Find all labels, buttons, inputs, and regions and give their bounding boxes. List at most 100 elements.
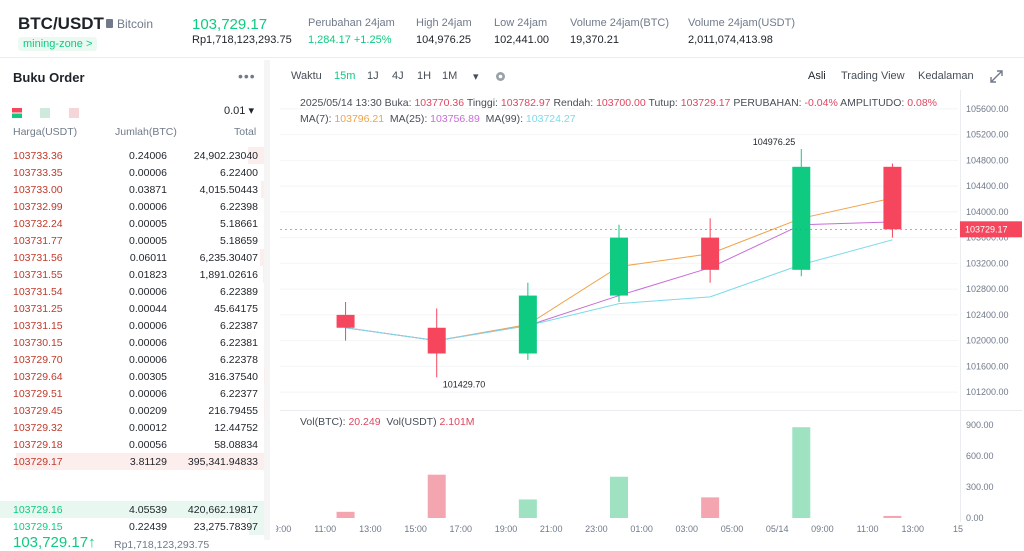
stat-value: 104,976.25: [416, 34, 472, 46]
time-tick-label: 09:00: [811, 524, 834, 534]
ma25-line: [346, 222, 893, 341]
volume-bar: [792, 427, 810, 518]
row-total: 395,341.94833: [188, 456, 258, 468]
row-qty: 0.01823: [129, 269, 167, 281]
gear-icon[interactable]: [494, 70, 507, 86]
stat-label: High 24jam: [416, 17, 472, 29]
candle-body: [701, 238, 719, 270]
pair-title[interactable]: BTC/USDT: [18, 14, 104, 34]
ma99-value: 103724.27: [526, 113, 576, 125]
view-original[interactable]: Asli: [808, 70, 826, 82]
row-qty: 0.00209: [129, 405, 167, 417]
row-price: 103729.70: [13, 354, 63, 366]
stat-volume-usdt: Volume 24jam(USDT)2,011,074,413.98: [688, 17, 795, 46]
volume-bar: [883, 516, 901, 518]
volume-bar: [337, 512, 355, 518]
row-total: 6.22377: [220, 388, 258, 400]
time-tick-label: 05/14: [766, 524, 789, 534]
toolbar-time[interactable]: Waktu: [291, 70, 322, 82]
row-qty: 0.00056: [129, 439, 167, 451]
high-marker-label: 104976.25: [753, 137, 796, 147]
stat-value: 1,284.17 +1.25%: [308, 34, 395, 46]
volume-legend: Vol(BTC): 20.249 Vol(USDT) 2.101M: [300, 416, 475, 428]
candle-body: [792, 167, 810, 270]
view-depth[interactable]: Kedalaman: [918, 70, 974, 82]
row-qty: 0.03871: [129, 184, 167, 196]
row-qty: 0.00005: [129, 218, 167, 230]
toolbar-15m[interactable]: 15m: [334, 70, 355, 82]
row-total: 6.22381: [220, 337, 258, 349]
more-icon[interactable]: •••: [238, 68, 256, 84]
book-bids-icon[interactable]: [40, 108, 50, 118]
row-qty: 0.00006: [129, 320, 167, 332]
row-total: 58.08834: [214, 439, 258, 451]
toolbar-1d[interactable]: 1H: [417, 70, 431, 82]
row-qty: 0.00305: [129, 371, 167, 383]
order-book-title: Buku Order: [13, 70, 85, 85]
stat-label: Perubahan 24jam: [308, 17, 395, 29]
stat-change: Perubahan 24jam 1,284.17 +1.25%: [308, 17, 395, 46]
volume-tick-label: 300.00: [966, 482, 994, 492]
vol-usdt-label: Vol(USDT): [386, 416, 436, 428]
chart-panel: Waktu 15m 1J 4J 1H 1M ▾ Asli Trading Vie…: [276, 60, 1024, 540]
row-total: 6.22389: [220, 286, 258, 298]
price-tick-label: 102000.00: [966, 336, 1009, 346]
candle-body: [337, 315, 355, 328]
price-tick-label: 105200.00: [966, 130, 1009, 140]
zone-badge[interactable]: mining-zone >: [18, 37, 97, 51]
candle-body: [610, 238, 628, 296]
row-price: 103729.32: [13, 422, 63, 434]
toolbar-4h[interactable]: 4J: [392, 70, 404, 82]
row-qty: 3.81129: [130, 456, 167, 468]
view-tradingview[interactable]: Trading View: [841, 70, 905, 82]
row-qty: 0.00006: [129, 286, 167, 298]
row-total: 420,662.19817: [188, 504, 258, 516]
row-price: 103733.35: [13, 167, 63, 179]
decimal-select[interactable]: 0.01 ▾: [224, 104, 254, 117]
toolbar-1h[interactable]: 1J: [367, 70, 379, 82]
legend-time: 2025/05/14 13:30: [300, 97, 382, 109]
row-total: 12.44752: [214, 422, 258, 434]
book-both-icon[interactable]: [12, 108, 22, 118]
ask-row[interactable]: 103729.17 3.81129 395,341.94833: [0, 453, 264, 470]
price-tick-label: 103200.00: [966, 258, 1009, 268]
current-price-tag: [960, 221, 1022, 237]
row-price: 103731.55: [13, 269, 63, 281]
toolbar-1m[interactable]: 1M: [442, 70, 457, 82]
row-price: 103729.17: [13, 456, 63, 468]
volume-tick-label: 0.00: [966, 513, 984, 523]
row-price: 103729.18: [13, 439, 63, 451]
row-total: 6.22400: [220, 167, 258, 179]
time-tick-label: 15:00: [404, 524, 427, 534]
legend-open: 103770.36: [414, 97, 464, 109]
book-asks-icon[interactable]: [69, 108, 79, 118]
ask-row[interactable]: 103729.18 0.00056 58.08834: [0, 436, 264, 453]
fullscreen-icon[interactable]: [990, 70, 1003, 86]
mid-price: 103,729.17↑: [13, 534, 96, 551]
time-tick-label: 09:00: [276, 524, 291, 534]
depth-bar: [260, 249, 264, 266]
pane-divider: [280, 410, 1022, 411]
chevron-down-icon[interactable]: ▾: [473, 70, 479, 83]
price-tick-label: 101200.00: [966, 387, 1009, 397]
price-tick-label: 104000.00: [966, 207, 1009, 217]
